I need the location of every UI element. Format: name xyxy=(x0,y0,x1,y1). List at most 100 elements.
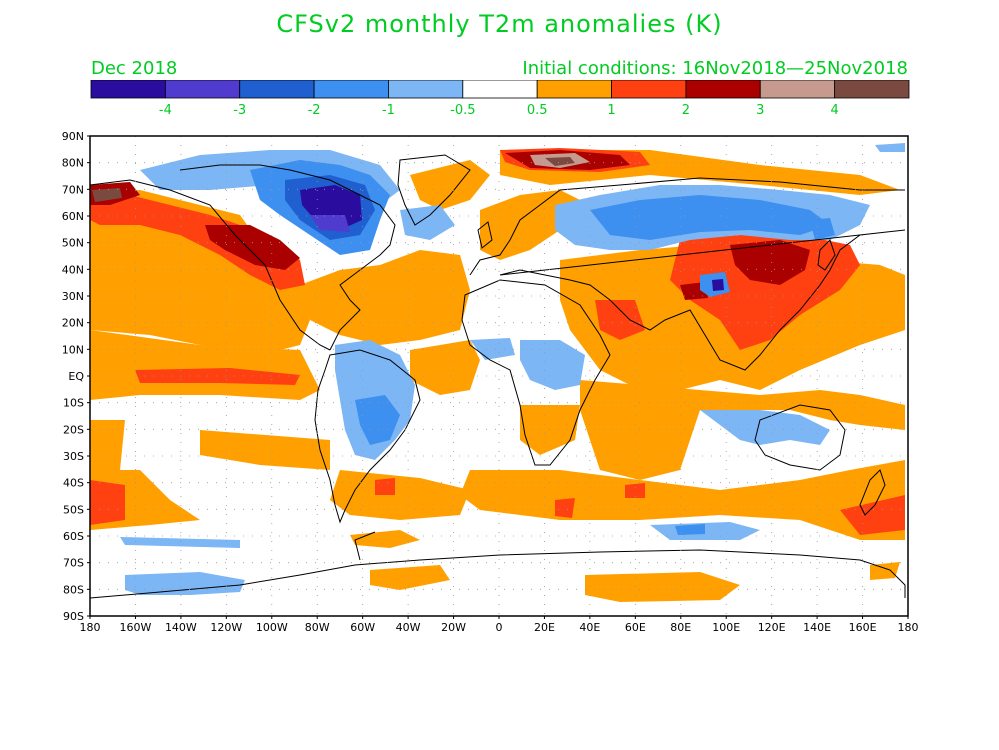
mongolia-darkred xyxy=(730,240,810,285)
warm-4-areas xyxy=(92,153,590,202)
map-title: CFSv2 monthly T2m anomalies (K) xyxy=(276,10,723,38)
lon-label: 40E xyxy=(579,621,600,634)
south-pacific-cool-strip xyxy=(120,537,240,548)
lat-label: 20N xyxy=(62,317,84,330)
indian-red-spot xyxy=(625,483,645,498)
siberia-cool-core xyxy=(590,195,830,240)
greenland-sea-warm xyxy=(410,160,490,210)
indian-ocean-warm xyxy=(580,380,905,480)
colorbar-label: -1 xyxy=(382,103,395,118)
colorbar-label: 3 xyxy=(756,103,764,118)
cold-5-areas xyxy=(310,215,350,232)
lon-label: 160W xyxy=(120,621,152,634)
antarctic-cool-west xyxy=(125,572,245,595)
lat-label: 40N xyxy=(62,263,84,276)
japan-cool xyxy=(810,218,835,240)
pacific-south-warm xyxy=(90,420,125,480)
colorbar: -4 -3 -2 -1 -0.5 0.5 1 2 3 4 xyxy=(90,80,910,118)
brazil-cool xyxy=(355,395,400,445)
lat-label: 50N xyxy=(62,237,84,250)
colorbar-label: 0.5 xyxy=(527,103,548,118)
lon-label: 60E xyxy=(625,621,646,634)
lat-label: 90S xyxy=(63,610,84,623)
lon-label: 160E xyxy=(849,621,877,634)
lat-label: 10N xyxy=(62,343,84,356)
africa-south-warm xyxy=(520,405,580,455)
longitude-labels: 180 160W 140W 120W 100W 80W 60W 40W 20W 0 20E 40E 60… xyxy=(80,616,919,634)
lon-label: 60W xyxy=(350,621,375,634)
pacific-equator-red xyxy=(135,368,300,385)
antarctic-warm-2 xyxy=(585,572,740,602)
antarctic-warm-3 xyxy=(870,562,900,580)
latitude-labels: 90N 80N 70N 60N 50N 40N 30N 20N 10N EQ 10S 20S 30S 40… xyxy=(62,130,90,623)
uk-coast xyxy=(477,221,493,249)
south-america-west-warm xyxy=(200,430,330,470)
lat-label: 20S xyxy=(63,423,84,436)
tibet-cold-core xyxy=(712,279,724,291)
eurasia-coast xyxy=(469,177,906,371)
s-atlantic-red-spot xyxy=(555,498,575,518)
lat-label: 80N xyxy=(62,157,84,170)
warm-2-areas xyxy=(90,148,905,535)
lat-label: 70S xyxy=(63,557,84,570)
greenland-coast xyxy=(397,154,471,226)
lat-label: 30S xyxy=(63,450,84,463)
colorbar-label: 2 xyxy=(682,103,690,118)
lon-label: 20E xyxy=(534,621,555,634)
africa-coast xyxy=(461,279,611,466)
lon-label: 0 xyxy=(496,621,503,634)
pacific-north-warm xyxy=(90,190,310,355)
lon-label: 80E xyxy=(670,621,691,634)
atlantic-north-warm xyxy=(300,250,470,345)
colorbar-swatch xyxy=(834,80,910,99)
lat-label: 60N xyxy=(62,210,84,223)
chukotka-brown xyxy=(92,188,122,202)
atlantic-equatorial-warm xyxy=(410,340,480,395)
north-america-coast xyxy=(89,164,396,351)
forecast-month: Dec 2018 xyxy=(91,58,178,79)
lat-label: 40S xyxy=(63,477,84,490)
colorbar-label: -4 xyxy=(159,103,172,118)
lon-label: 120W xyxy=(210,621,242,634)
antarctic-warm-1 xyxy=(370,565,450,590)
australia-cool xyxy=(700,410,830,445)
lon-label: 120E xyxy=(758,621,786,634)
lat-label: 10S xyxy=(63,397,84,410)
lat-label: 30N xyxy=(62,290,84,303)
colorbar-label: 1 xyxy=(607,103,615,118)
south-atlantic-warm xyxy=(330,470,470,520)
lon-label: 140W xyxy=(165,621,197,634)
colorbar-label: -2 xyxy=(308,103,321,118)
greenland-cool xyxy=(400,205,455,240)
africa-cool xyxy=(520,340,585,390)
atlantic-red-spot xyxy=(375,478,395,495)
lat-label: 50S xyxy=(63,503,84,516)
north-atlantic-cool xyxy=(875,143,905,152)
lat-label: 60S xyxy=(63,530,84,543)
lon-label: 20W xyxy=(441,621,466,634)
alaska-canada-warm xyxy=(90,195,305,290)
alaska-darkred xyxy=(205,225,300,270)
south-america-coast xyxy=(314,349,421,524)
coastlines xyxy=(89,154,906,599)
lat-label: 90N xyxy=(62,130,84,143)
lon-label: 100E xyxy=(712,621,740,634)
colorbar-label: 4 xyxy=(830,103,838,118)
australia-coast xyxy=(754,404,846,471)
new-zealand-coast xyxy=(859,469,886,516)
southern-ocean-cool-core xyxy=(675,524,705,535)
atlantic-cool-patch xyxy=(470,338,515,360)
lat-label: EQ xyxy=(68,370,84,383)
lat-label: 70N xyxy=(62,183,84,196)
lon-label: 40W xyxy=(396,621,421,634)
colorbar-label: -3 xyxy=(233,103,246,118)
new-zealand-red xyxy=(840,495,905,535)
lon-label: 180 xyxy=(898,621,919,634)
lon-label: 80W xyxy=(305,621,330,634)
japan-coast xyxy=(817,239,836,271)
lon-label: 140E xyxy=(803,621,831,634)
south-indian-warm xyxy=(460,460,905,540)
lon-label: 100W xyxy=(256,621,288,634)
colorbar-label: -0.5 xyxy=(450,103,475,118)
